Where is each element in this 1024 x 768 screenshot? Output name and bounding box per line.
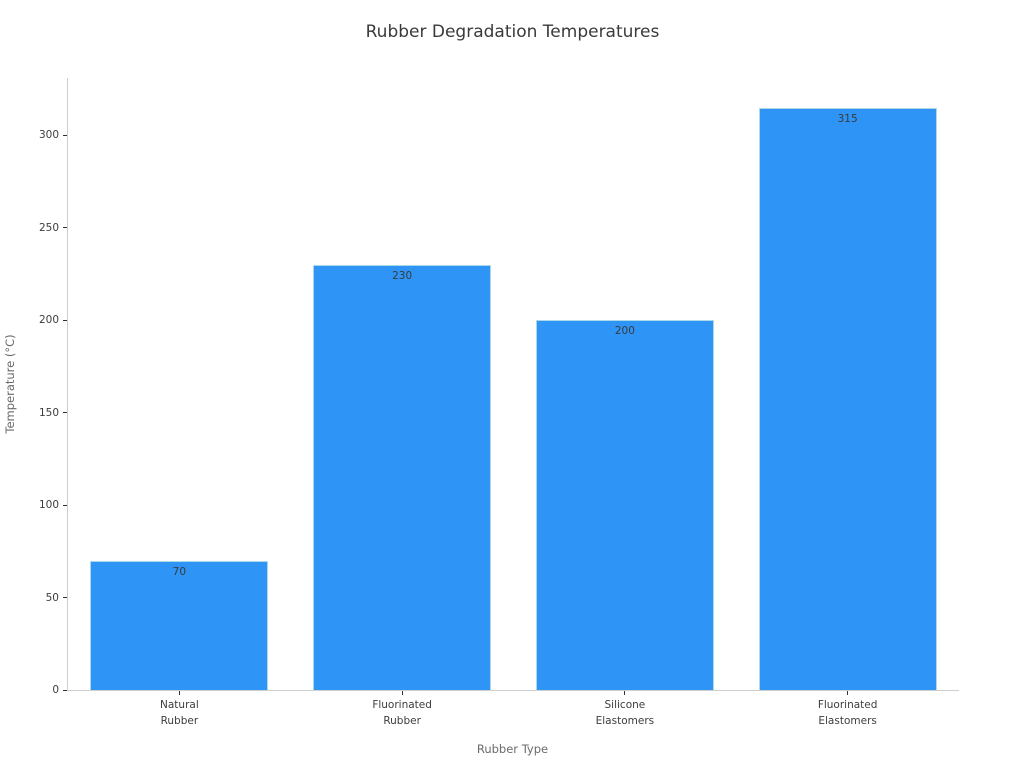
bar-silicone-elastomers: 200 <box>535 320 714 690</box>
y-tick-mark <box>63 134 67 136</box>
chart-title: Rubber Degradation Temperatures <box>365 22 660 42</box>
x-tick-mark <box>847 691 849 695</box>
plot-area: 0 50 100 150 200 250 300 70 Natural Rubber 230 Flu… <box>39 78 959 727</box>
x-category-label-fluorinated-elastomers: Fluorinated Elastomers <box>817 699 878 728</box>
y-tick-label: 200 <box>38 314 59 327</box>
y-tick-mark <box>63 319 67 321</box>
y-tick-label: 50 <box>45 591 59 604</box>
y-axis-label: Temperature (°C) <box>3 334 17 434</box>
y-tick-mark <box>63 689 67 691</box>
bar-fluorinated-rubber: 230 <box>313 264 492 690</box>
y-tick-label: 300 <box>38 129 59 142</box>
y-tick-mark <box>63 504 67 506</box>
x-axis-label: Rubber Type <box>476 742 549 756</box>
x-category-label-fluorinated-rubber: Fluorinated Rubber <box>372 699 432 728</box>
x-category-label-natural-rubber: Natural Rubber <box>160 699 199 728</box>
y-tick-label: 250 <box>38 221 59 234</box>
x-category-label-silicone-elastomers: Silicone Elastomers <box>595 699 655 728</box>
y-tick-label: 150 <box>38 406 59 419</box>
x-tick-mark <box>401 691 403 695</box>
y-tick-mark <box>63 597 67 599</box>
bar-value-label: 315 <box>837 112 858 125</box>
bar-value-label: 70 <box>172 565 187 578</box>
y-tick-label: 100 <box>38 499 59 512</box>
y-tick-label: 0 <box>52 684 59 696</box>
x-tick-mark <box>624 691 626 695</box>
bar-fluorinated-elastomers: 315 <box>758 107 937 690</box>
bar-natural-rubber: 70 <box>90 560 269 690</box>
y-tick-mark <box>63 412 67 414</box>
bar-value-label: 230 <box>392 269 413 282</box>
x-tick-mark <box>178 691 180 695</box>
y-tick-mark <box>63 227 67 229</box>
bar-value-label: 200 <box>614 325 635 338</box>
